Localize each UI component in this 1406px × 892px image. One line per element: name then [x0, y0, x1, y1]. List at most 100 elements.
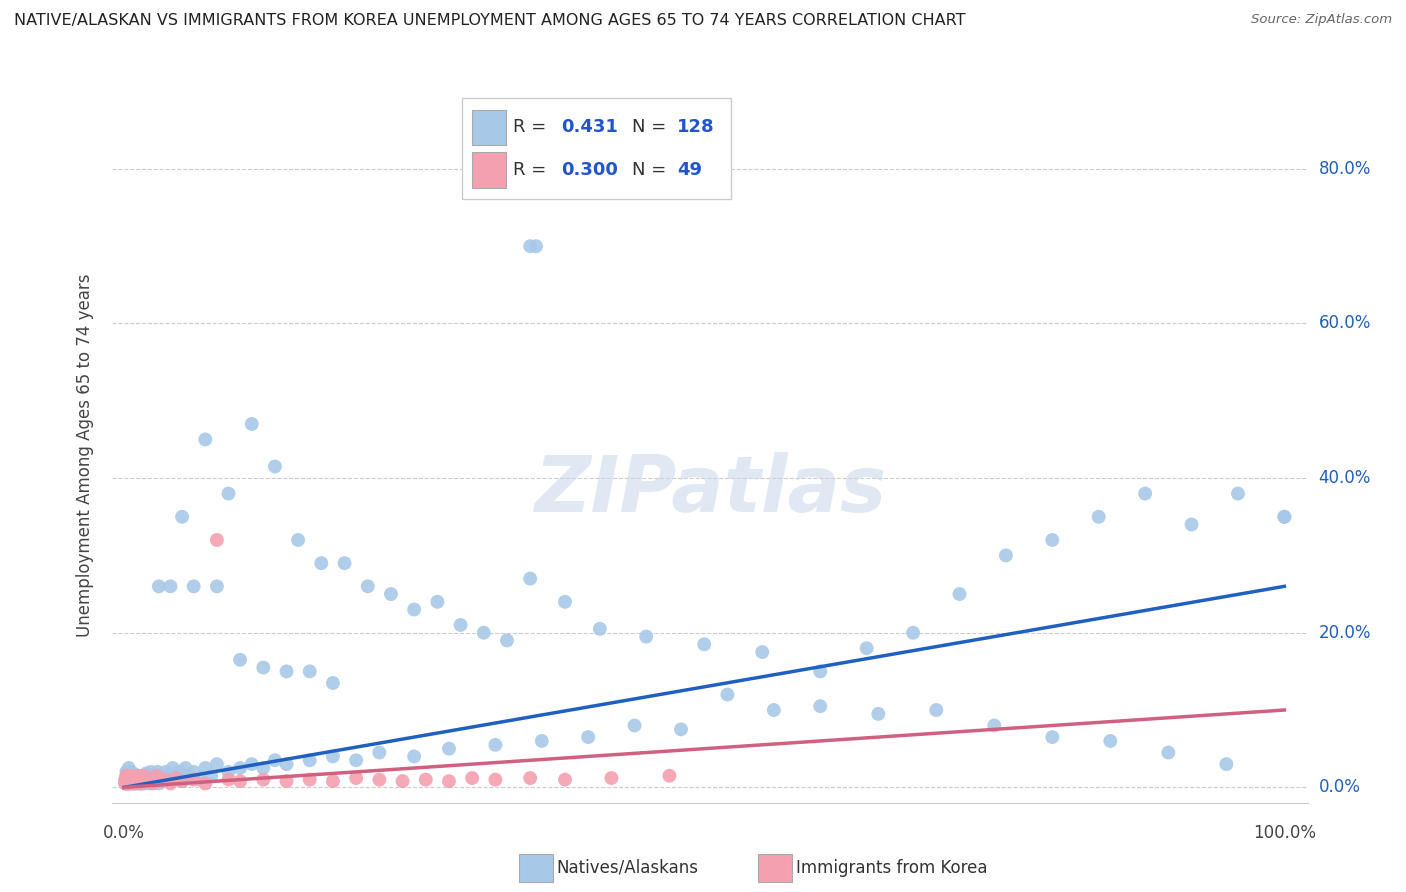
- Point: [322, 676, 344, 690]
- Point: [165, 772, 187, 787]
- Point: [136, 774, 159, 789]
- Point: [751, 645, 773, 659]
- Point: [188, 772, 211, 787]
- Point: [172, 774, 194, 789]
- Point: [218, 764, 240, 779]
- Point: [172, 774, 194, 789]
- Point: [125, 774, 148, 789]
- Point: [194, 761, 217, 775]
- Point: [115, 769, 138, 783]
- Text: N =: N =: [633, 119, 672, 136]
- Point: [150, 769, 173, 783]
- Point: [118, 776, 141, 790]
- Point: [1040, 533, 1063, 547]
- Point: [118, 761, 141, 775]
- Point: [115, 776, 138, 790]
- Point: [125, 776, 148, 790]
- Point: [252, 660, 274, 674]
- Text: 0.431: 0.431: [561, 119, 617, 136]
- Text: Natives/Alaskans: Natives/Alaskans: [557, 859, 699, 877]
- Point: [344, 753, 367, 767]
- Text: 0.300: 0.300: [561, 161, 617, 179]
- Point: [472, 625, 495, 640]
- Point: [120, 774, 142, 789]
- Point: [368, 746, 391, 760]
- Point: [669, 723, 692, 737]
- Text: N =: N =: [633, 161, 672, 179]
- Point: [155, 764, 177, 779]
- Point: [177, 769, 200, 783]
- Point: [287, 533, 309, 547]
- Point: [129, 772, 152, 787]
- Point: [139, 764, 162, 779]
- Point: [122, 766, 145, 780]
- Point: [114, 772, 136, 787]
- Point: [1099, 734, 1122, 748]
- Point: [1226, 486, 1249, 500]
- Point: [576, 730, 599, 744]
- Point: [127, 769, 149, 783]
- Point: [693, 637, 716, 651]
- Point: [125, 774, 148, 789]
- Text: 128: 128: [678, 119, 716, 136]
- Point: [530, 734, 553, 748]
- Point: [519, 239, 541, 253]
- Text: 100.0%: 100.0%: [1253, 823, 1316, 842]
- Point: [344, 771, 367, 785]
- Point: [118, 776, 141, 790]
- Point: [128, 776, 150, 790]
- Point: [194, 433, 217, 447]
- Point: [380, 587, 402, 601]
- Point: [426, 595, 449, 609]
- Point: [200, 769, 222, 783]
- Text: R =: R =: [513, 161, 551, 179]
- Y-axis label: Unemployment Among Ages 65 to 74 years: Unemployment Among Ages 65 to 74 years: [76, 273, 94, 637]
- Point: [152, 772, 174, 787]
- Point: [240, 757, 263, 772]
- Text: Immigrants from Korea: Immigrants from Korea: [796, 859, 987, 877]
- Point: [118, 776, 141, 790]
- Point: [115, 776, 138, 790]
- Point: [128, 772, 150, 787]
- Point: [868, 706, 890, 721]
- Point: [276, 774, 298, 789]
- Point: [142, 776, 165, 790]
- Point: [298, 753, 321, 767]
- Point: [762, 703, 785, 717]
- Text: R =: R =: [513, 119, 551, 136]
- Point: [183, 772, 205, 787]
- Point: [983, 718, 1005, 732]
- Point: [127, 776, 149, 790]
- Point: [808, 665, 831, 679]
- Point: [948, 587, 970, 601]
- Text: 20.0%: 20.0%: [1319, 624, 1371, 641]
- Point: [450, 618, 472, 632]
- Point: [333, 556, 356, 570]
- Point: [391, 774, 413, 789]
- Point: [229, 761, 252, 775]
- Point: [138, 772, 160, 787]
- Point: [404, 602, 426, 616]
- Text: Source: ZipAtlas.com: Source: ZipAtlas.com: [1251, 13, 1392, 27]
- Point: [114, 776, 136, 790]
- Point: [524, 239, 547, 253]
- Point: [994, 549, 1017, 563]
- Point: [145, 774, 167, 789]
- Point: [138, 769, 160, 783]
- Point: [174, 761, 197, 775]
- Point: [118, 776, 141, 790]
- Point: [205, 533, 228, 547]
- Point: [1180, 517, 1202, 532]
- Point: [404, 749, 426, 764]
- Point: [131, 774, 153, 789]
- Point: [600, 771, 623, 785]
- Point: [205, 579, 228, 593]
- Point: [264, 459, 287, 474]
- Point: [240, 417, 263, 431]
- Point: [1157, 746, 1180, 760]
- Point: [808, 699, 831, 714]
- Point: [148, 579, 170, 593]
- Point: [229, 774, 252, 789]
- Point: [132, 771, 155, 785]
- Point: [120, 774, 142, 789]
